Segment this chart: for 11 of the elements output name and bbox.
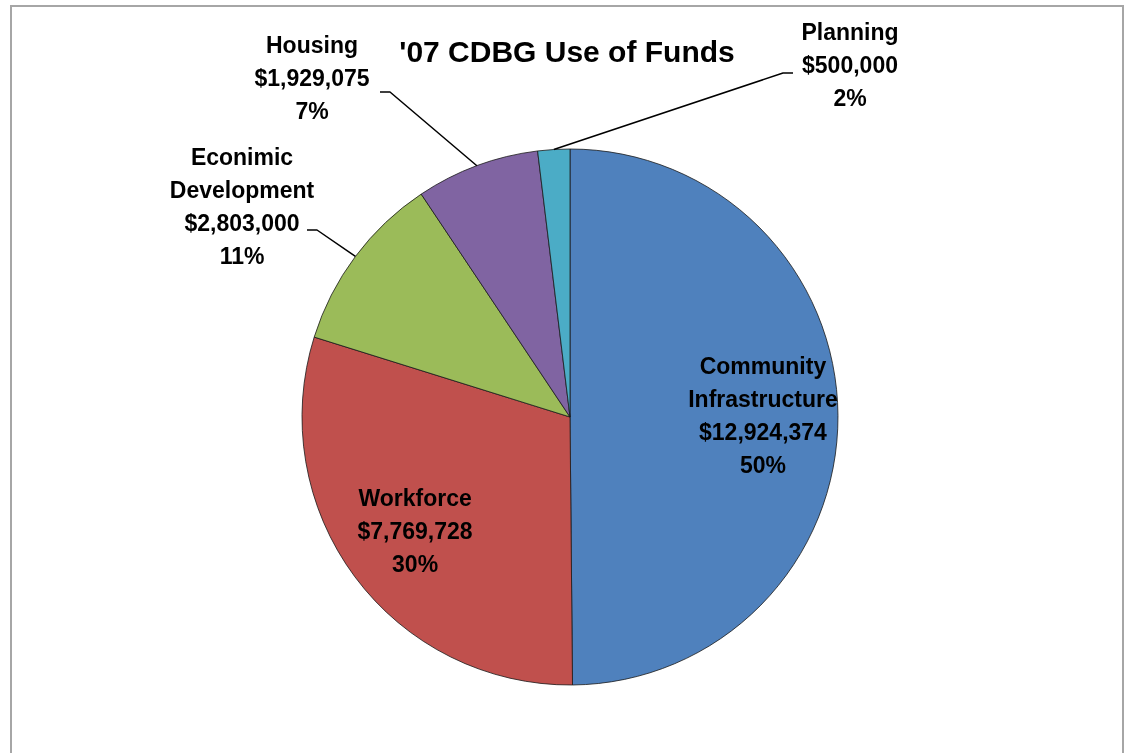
data-label: $500,000 2% xyxy=(802,52,898,111)
slice-label: Planning xyxy=(801,19,899,45)
slice-label: Workforce xyxy=(358,485,472,512)
data-label: $2,803,000 11% xyxy=(184,209,300,269)
data-label: $1,929,075 7% xyxy=(254,65,370,124)
slice-label: Community Infrastructure xyxy=(688,352,838,412)
data-label: $7,769,728 30% xyxy=(357,518,473,578)
slice-label: Housing xyxy=(266,32,358,58)
chart-title: '07 CDBG Use of Funds xyxy=(399,35,735,68)
slice-label: Econimic Development xyxy=(169,143,315,203)
data-label: $12,924,374 50% xyxy=(699,418,828,478)
